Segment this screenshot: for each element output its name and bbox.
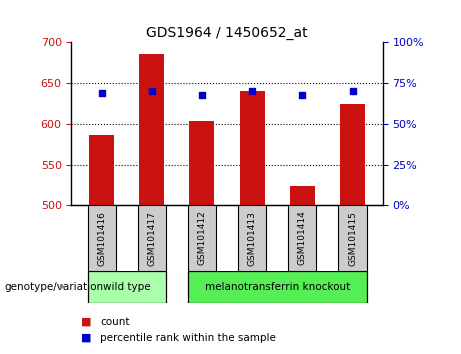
Text: genotype/variation: genotype/variation — [5, 282, 104, 292]
Bar — [189, 121, 214, 205]
Text: ■: ■ — [81, 317, 91, 327]
Text: GSM101412: GSM101412 — [197, 211, 207, 266]
Text: percentile rank within the sample: percentile rank within the sample — [100, 333, 276, 343]
Point — [148, 88, 155, 94]
Bar — [290, 186, 315, 205]
Title: GDS1964 / 1450652_at: GDS1964 / 1450652_at — [146, 26, 308, 40]
Bar — [340, 103, 365, 205]
Text: GSM101414: GSM101414 — [298, 211, 307, 266]
Bar — [138, 205, 166, 271]
Text: GSM101413: GSM101413 — [248, 211, 257, 266]
Bar — [89, 135, 114, 205]
Bar — [188, 205, 216, 271]
Bar — [288, 205, 316, 271]
Text: count: count — [100, 317, 130, 327]
Bar — [139, 54, 164, 205]
Text: GSM101417: GSM101417 — [147, 211, 156, 266]
Text: GSM101415: GSM101415 — [348, 211, 357, 266]
Point — [349, 88, 356, 94]
Bar — [240, 91, 265, 205]
Point — [198, 92, 206, 97]
Bar — [338, 205, 366, 271]
Bar — [238, 205, 266, 271]
Text: wild type: wild type — [103, 282, 150, 292]
Point — [248, 88, 256, 94]
Point — [98, 90, 105, 96]
Bar — [188, 271, 366, 303]
Text: melanotransferrin knockout: melanotransferrin knockout — [205, 282, 350, 292]
Text: GSM101416: GSM101416 — [97, 211, 106, 266]
Bar — [88, 205, 116, 271]
Text: ■: ■ — [81, 333, 91, 343]
Bar — [88, 271, 166, 303]
Point — [299, 92, 306, 97]
